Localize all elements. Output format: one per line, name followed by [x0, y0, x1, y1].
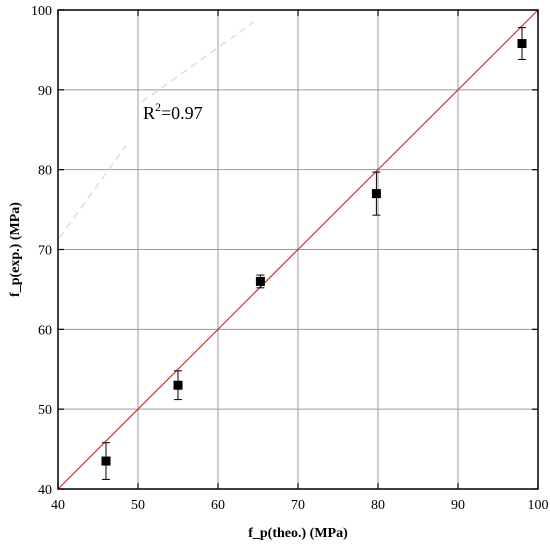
- y-tick-label: 100: [31, 4, 52, 19]
- data-point: [517, 39, 527, 49]
- data-points: [101, 39, 527, 466]
- data-point: [371, 189, 381, 199]
- data-point: [101, 456, 111, 466]
- r-squared-value: =0.97: [161, 103, 203, 123]
- x-tick-label: 50: [131, 498, 145, 513]
- x-axis-title: f_p(theo.) (MPa): [248, 526, 348, 541]
- y-tick-label: 50: [38, 403, 52, 418]
- r-squared-annotation: R2=0.97: [143, 100, 203, 123]
- y-tick-label: 70: [38, 244, 52, 259]
- reference-line: [57, 9, 539, 490]
- fit-line: [57, 9, 539, 490]
- x-tick-labels: 40 50 60 70 80 90 100: [51, 498, 549, 513]
- x-tick-label: 100: [528, 498, 549, 513]
- x-tick-label: 40: [51, 498, 65, 513]
- faint-dash-segment: [58, 145, 127, 238]
- data-point: [173, 380, 183, 390]
- x-tick-label: 60: [211, 498, 225, 513]
- error-bars: [102, 27, 526, 480]
- faint-dashed-line: [58, 21, 255, 238]
- x-tick-label: 80: [371, 498, 385, 513]
- y-tick-label: 60: [38, 323, 52, 338]
- r-squared-base: R: [143, 103, 155, 123]
- y-tick-label: 90: [38, 84, 52, 99]
- axis-ticks: [57, 9, 539, 490]
- y-axis-title: f_p(exp.) (MPa): [8, 202, 23, 297]
- y-tick-label: 40: [38, 483, 52, 498]
- y-tick-label: 80: [38, 164, 52, 179]
- data-point: [255, 276, 265, 286]
- r-squared-superscript: 2: [155, 100, 161, 114]
- y-tick-labels: 40 50 60 70 80 90 100: [31, 4, 52, 498]
- faint-dash-segment: [141, 21, 255, 103]
- x-tick-label: 70: [291, 498, 305, 513]
- x-tick-label: 90: [451, 498, 465, 513]
